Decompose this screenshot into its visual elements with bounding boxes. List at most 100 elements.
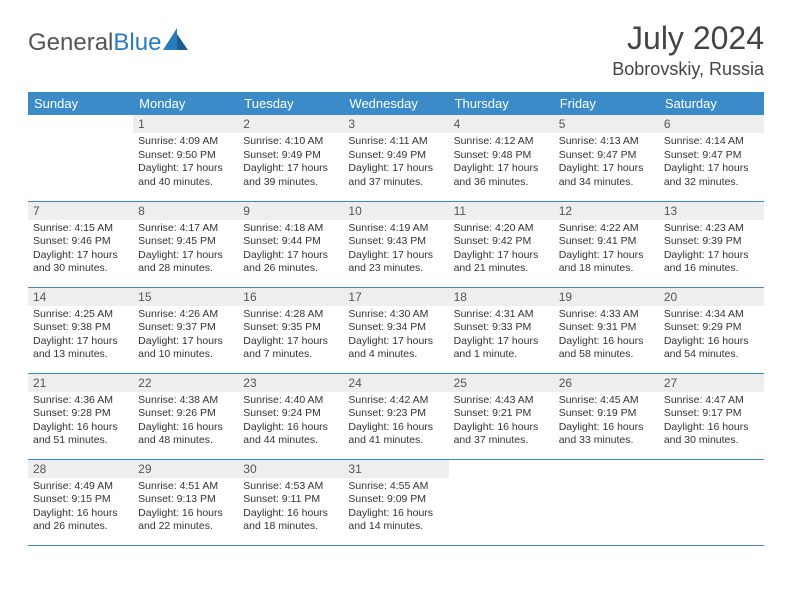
day-details: Sunrise: 4:45 AMSunset: 9:19 PMDaylight:… (554, 392, 659, 453)
day-details: Sunrise: 4:18 AMSunset: 9:44 PMDaylight:… (238, 220, 343, 281)
day-number: 3 (343, 115, 448, 133)
calendar-week-row: 28Sunrise: 4:49 AMSunset: 9:15 PMDayligh… (28, 459, 764, 545)
day-details: Sunrise: 4:20 AMSunset: 9:42 PMDaylight:… (449, 220, 554, 281)
weekday-header: Tuesday (238, 92, 343, 115)
day-details: Sunrise: 4:14 AMSunset: 9:47 PMDaylight:… (659, 133, 764, 194)
day-details: Sunrise: 4:10 AMSunset: 9:49 PMDaylight:… (238, 133, 343, 194)
header: GeneralBlue July 2024 Bobrovskiy, Russia (28, 20, 764, 80)
day-number: 14 (28, 288, 133, 306)
day-number-empty (554, 460, 659, 478)
calendar-day-cell: 12Sunrise: 4:22 AMSunset: 9:41 PMDayligh… (554, 201, 659, 287)
calendar-day-cell: 28Sunrise: 4:49 AMSunset: 9:15 PMDayligh… (28, 459, 133, 545)
location-label: Bobrovskiy, Russia (612, 59, 764, 80)
calendar-day-cell: 26Sunrise: 4:45 AMSunset: 9:19 PMDayligh… (554, 373, 659, 459)
day-number: 21 (28, 374, 133, 392)
day-number: 25 (449, 374, 554, 392)
day-details: Sunrise: 4:33 AMSunset: 9:31 PMDaylight:… (554, 306, 659, 367)
day-number: 29 (133, 460, 238, 478)
calendar-day-cell: 3Sunrise: 4:11 AMSunset: 9:49 PMDaylight… (343, 115, 448, 201)
calendar-day-cell (28, 115, 133, 201)
day-number: 12 (554, 202, 659, 220)
day-number: 11 (449, 202, 554, 220)
calendar-day-cell: 29Sunrise: 4:51 AMSunset: 9:13 PMDayligh… (133, 459, 238, 545)
day-details: Sunrise: 4:11 AMSunset: 9:49 PMDaylight:… (343, 133, 448, 194)
day-number: 27 (659, 374, 764, 392)
day-number: 22 (133, 374, 238, 392)
calendar-day-cell: 24Sunrise: 4:42 AMSunset: 9:23 PMDayligh… (343, 373, 448, 459)
day-number: 10 (343, 202, 448, 220)
calendar-day-cell: 14Sunrise: 4:25 AMSunset: 9:38 PMDayligh… (28, 287, 133, 373)
day-number: 23 (238, 374, 343, 392)
calendar-day-cell: 4Sunrise: 4:12 AMSunset: 9:48 PMDaylight… (449, 115, 554, 201)
day-details: Sunrise: 4:43 AMSunset: 9:21 PMDaylight:… (449, 392, 554, 453)
day-details: Sunrise: 4:19 AMSunset: 9:43 PMDaylight:… (343, 220, 448, 281)
title-block: July 2024 Bobrovskiy, Russia (612, 20, 764, 80)
day-details: Sunrise: 4:15 AMSunset: 9:46 PMDaylight:… (28, 220, 133, 281)
day-details: Sunrise: 4:22 AMSunset: 9:41 PMDaylight:… (554, 220, 659, 281)
calendar-day-cell: 17Sunrise: 4:30 AMSunset: 9:34 PMDayligh… (343, 287, 448, 373)
day-details: Sunrise: 4:13 AMSunset: 9:47 PMDaylight:… (554, 133, 659, 194)
day-number: 2 (238, 115, 343, 133)
day-details: Sunrise: 4:34 AMSunset: 9:29 PMDaylight:… (659, 306, 764, 367)
day-number: 26 (554, 374, 659, 392)
calendar-header-row: SundayMondayTuesdayWednesdayThursdayFrid… (28, 92, 764, 115)
day-number: 30 (238, 460, 343, 478)
calendar-day-cell: 25Sunrise: 4:43 AMSunset: 9:21 PMDayligh… (449, 373, 554, 459)
day-details: Sunrise: 4:30 AMSunset: 9:34 PMDaylight:… (343, 306, 448, 367)
day-number: 18 (449, 288, 554, 306)
day-details: Sunrise: 4:53 AMSunset: 9:11 PMDaylight:… (238, 478, 343, 539)
day-number: 31 (343, 460, 448, 478)
month-title: July 2024 (612, 20, 764, 57)
day-details: Sunrise: 4:28 AMSunset: 9:35 PMDaylight:… (238, 306, 343, 367)
day-details: Sunrise: 4:55 AMSunset: 9:09 PMDaylight:… (343, 478, 448, 539)
weekday-header: Thursday (449, 92, 554, 115)
day-number-empty (659, 460, 764, 478)
day-number: 4 (449, 115, 554, 133)
calendar-day-cell (449, 459, 554, 545)
calendar-table: SundayMondayTuesdayWednesdayThursdayFrid… (28, 92, 764, 546)
weekday-header: Sunday (28, 92, 133, 115)
day-details: Sunrise: 4:26 AMSunset: 9:37 PMDaylight:… (133, 306, 238, 367)
day-number: 20 (659, 288, 764, 306)
day-number: 24 (343, 374, 448, 392)
calendar-day-cell: 9Sunrise: 4:18 AMSunset: 9:44 PMDaylight… (238, 201, 343, 287)
day-details: Sunrise: 4:09 AMSunset: 9:50 PMDaylight:… (133, 133, 238, 194)
calendar-day-cell (659, 459, 764, 545)
calendar-day-cell: 19Sunrise: 4:33 AMSunset: 9:31 PMDayligh… (554, 287, 659, 373)
day-number: 9 (238, 202, 343, 220)
weekday-header: Wednesday (343, 92, 448, 115)
calendar-day-cell: 8Sunrise: 4:17 AMSunset: 9:45 PMDaylight… (133, 201, 238, 287)
day-number: 7 (28, 202, 133, 220)
calendar-day-cell: 15Sunrise: 4:26 AMSunset: 9:37 PMDayligh… (133, 287, 238, 373)
calendar-day-cell: 30Sunrise: 4:53 AMSunset: 9:11 PMDayligh… (238, 459, 343, 545)
calendar-day-cell: 5Sunrise: 4:13 AMSunset: 9:47 PMDaylight… (554, 115, 659, 201)
day-number: 16 (238, 288, 343, 306)
logo-mark-icon (163, 28, 189, 57)
calendar-day-cell: 16Sunrise: 4:28 AMSunset: 9:35 PMDayligh… (238, 287, 343, 373)
calendar-day-cell: 1Sunrise: 4:09 AMSunset: 9:50 PMDaylight… (133, 115, 238, 201)
day-number: 5 (554, 115, 659, 133)
calendar-day-cell: 18Sunrise: 4:31 AMSunset: 9:33 PMDayligh… (449, 287, 554, 373)
day-number: 6 (659, 115, 764, 133)
calendar-week-row: 7Sunrise: 4:15 AMSunset: 9:46 PMDaylight… (28, 201, 764, 287)
day-details: Sunrise: 4:51 AMSunset: 9:13 PMDaylight:… (133, 478, 238, 539)
calendar-day-cell: 7Sunrise: 4:15 AMSunset: 9:46 PMDaylight… (28, 201, 133, 287)
calendar-day-cell: 22Sunrise: 4:38 AMSunset: 9:26 PMDayligh… (133, 373, 238, 459)
calendar-day-cell (554, 459, 659, 545)
logo-text-part1: General (28, 29, 113, 57)
calendar-day-cell: 23Sunrise: 4:40 AMSunset: 9:24 PMDayligh… (238, 373, 343, 459)
logo: GeneralBlue (28, 28, 189, 57)
weekday-header: Monday (133, 92, 238, 115)
weekday-header: Friday (554, 92, 659, 115)
day-number: 1 (133, 115, 238, 133)
day-details: Sunrise: 4:31 AMSunset: 9:33 PMDaylight:… (449, 306, 554, 367)
day-details: Sunrise: 4:25 AMSunset: 9:38 PMDaylight:… (28, 306, 133, 367)
day-details: Sunrise: 4:23 AMSunset: 9:39 PMDaylight:… (659, 220, 764, 281)
day-number: 15 (133, 288, 238, 306)
day-details: Sunrise: 4:47 AMSunset: 9:17 PMDaylight:… (659, 392, 764, 453)
calendar-day-cell: 27Sunrise: 4:47 AMSunset: 9:17 PMDayligh… (659, 373, 764, 459)
day-number: 17 (343, 288, 448, 306)
day-number: 13 (659, 202, 764, 220)
day-number-empty (449, 460, 554, 478)
calendar-body: 1Sunrise: 4:09 AMSunset: 9:50 PMDaylight… (28, 115, 764, 545)
